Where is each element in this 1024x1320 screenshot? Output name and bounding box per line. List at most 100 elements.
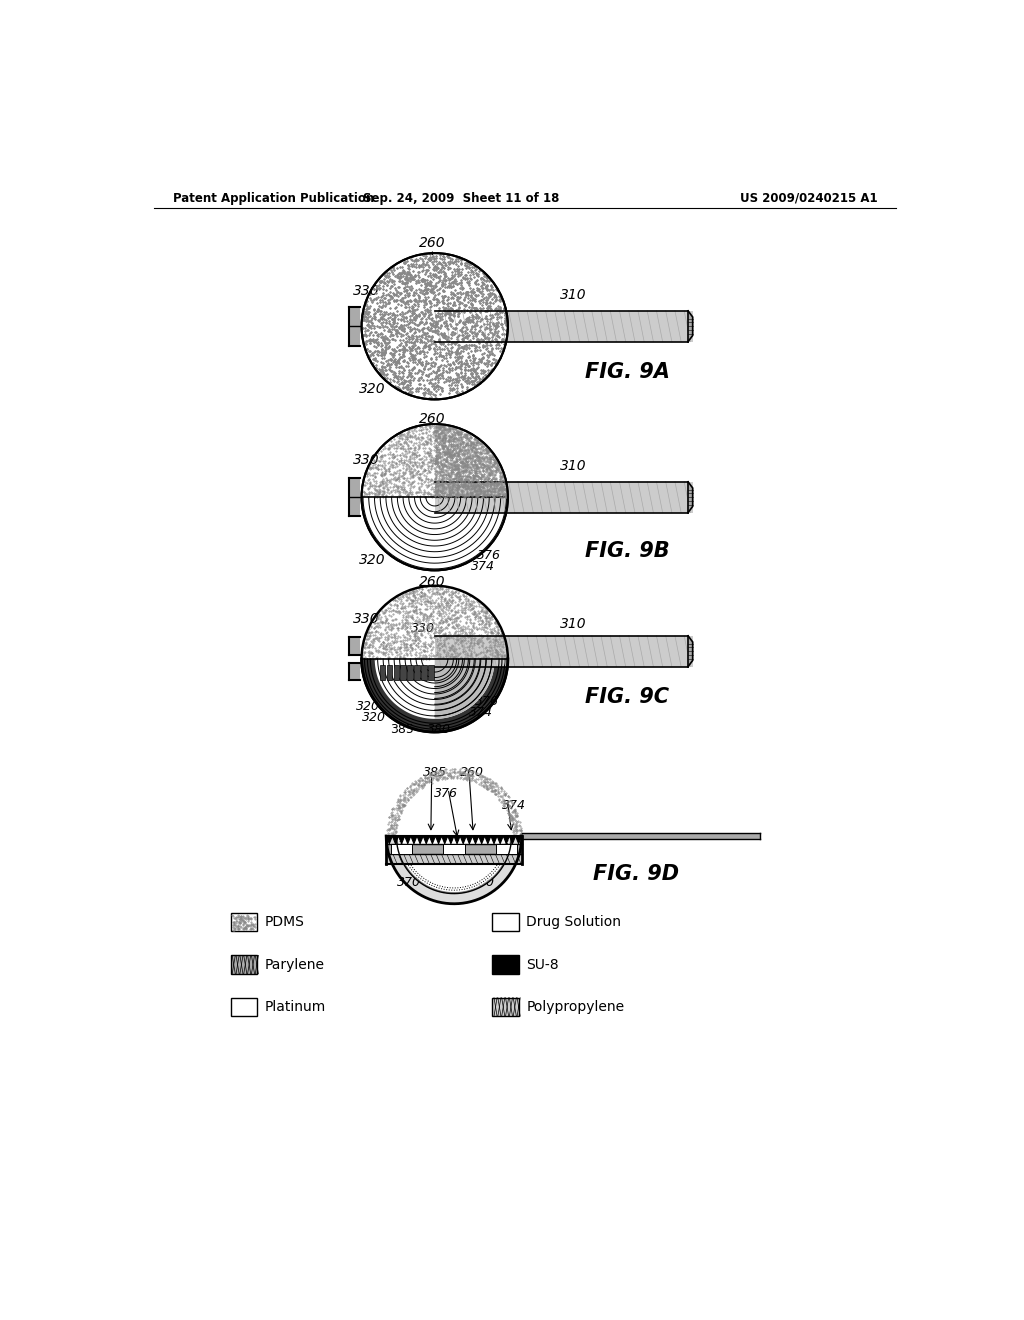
Point [385, 343, 401, 364]
Point [468, 458, 484, 479]
Point [455, 620, 471, 642]
Point [432, 426, 449, 447]
Point [386, 342, 402, 363]
Point [429, 442, 445, 463]
Point [489, 484, 506, 506]
Point [379, 368, 395, 389]
Point [371, 279, 387, 300]
Point [409, 343, 425, 364]
Point [407, 631, 423, 652]
Point [477, 606, 494, 627]
Point [423, 352, 439, 374]
Point [476, 483, 493, 504]
Point [408, 642, 424, 663]
Point [487, 329, 504, 350]
Point [481, 458, 498, 479]
Point [422, 449, 438, 470]
Point [417, 334, 433, 355]
Point [455, 639, 471, 660]
Point [427, 275, 443, 296]
Point [463, 447, 479, 469]
Point [452, 444, 468, 465]
Point [446, 618, 463, 639]
Point [421, 335, 437, 356]
Point [473, 474, 489, 495]
Point [383, 309, 399, 330]
Point [459, 352, 475, 374]
Point [422, 330, 438, 351]
Point [484, 643, 501, 664]
Point [498, 314, 514, 335]
Point [395, 265, 412, 286]
Point [461, 372, 477, 393]
Point [480, 345, 497, 366]
Point [398, 323, 415, 345]
Point [417, 626, 433, 647]
Point [453, 272, 469, 293]
Point [404, 348, 421, 370]
Point [376, 342, 392, 363]
Point [460, 272, 476, 293]
Point [403, 297, 420, 318]
Point [360, 310, 377, 331]
Point [433, 314, 450, 335]
Point [401, 441, 418, 462]
Point [442, 606, 459, 627]
Point [418, 308, 434, 329]
Point [462, 648, 478, 669]
Point [395, 444, 412, 465]
Point [400, 255, 417, 276]
Point [376, 367, 392, 388]
Point [380, 818, 396, 840]
Point [475, 632, 492, 653]
Point [380, 458, 396, 479]
Point [440, 469, 457, 490]
Point [444, 444, 461, 465]
Point [406, 444, 422, 465]
Point [410, 264, 426, 285]
Point [418, 354, 434, 375]
Point [400, 313, 417, 334]
Point [412, 611, 428, 632]
Point [450, 343, 466, 364]
Point [418, 308, 434, 329]
Point [440, 334, 457, 355]
Point [445, 421, 462, 442]
Point [429, 461, 445, 482]
Point [385, 618, 401, 639]
Point [424, 772, 440, 793]
Point [450, 255, 466, 276]
Point [413, 279, 429, 300]
Point [468, 271, 484, 292]
Point [427, 372, 443, 393]
Point [482, 775, 499, 796]
Point [446, 294, 463, 315]
Point [385, 362, 401, 383]
Point [439, 450, 456, 471]
Point [492, 289, 508, 310]
Point [430, 601, 446, 622]
Point [470, 366, 486, 387]
Point [453, 421, 469, 442]
Point [408, 598, 424, 619]
Point [474, 330, 490, 351]
Point [430, 445, 446, 466]
Point [390, 351, 407, 372]
Point [383, 463, 399, 484]
Point [387, 462, 403, 483]
Point [436, 323, 453, 345]
Point [468, 763, 484, 784]
Point [496, 298, 512, 319]
Point [430, 359, 446, 380]
Point [395, 479, 412, 500]
Point [487, 290, 504, 312]
Point [392, 282, 409, 304]
Point [401, 776, 418, 797]
Point [440, 358, 457, 379]
Point [402, 268, 419, 289]
Point [483, 275, 500, 296]
Point [424, 368, 440, 389]
Point [435, 298, 452, 319]
Point [443, 251, 460, 272]
Point [445, 294, 462, 315]
